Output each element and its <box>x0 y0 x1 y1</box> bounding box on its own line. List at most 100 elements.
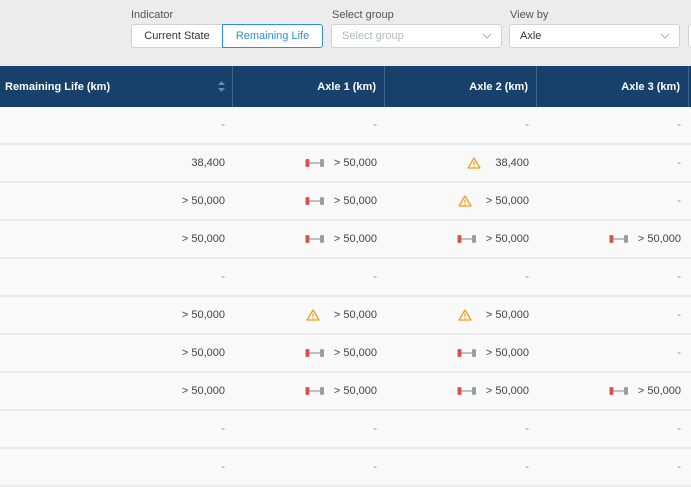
table-cell: - <box>537 335 689 371</box>
cell-value: > 50,000 <box>485 233 529 245</box>
table-cell: > 50,000 <box>0 183 233 219</box>
column-header-label: Axle 2 (km) <box>469 80 528 93</box>
table-cell: > 50,000 <box>0 297 233 333</box>
table-cell: - <box>233 449 385 485</box>
table-cell: > 50,000 <box>233 221 385 257</box>
cell-value: - <box>373 119 377 131</box>
table-row[interactable]: > 50,000 > 50,000 > 50,000 > 50,000 <box>0 221 691 259</box>
chevron-down-icon <box>660 33 670 39</box>
table-cell: 38,400 <box>385 145 537 181</box>
select-group-placeholder: Select group <box>342 30 404 42</box>
cell-value: > 50,000 <box>485 347 529 359</box>
table-row[interactable]: ---- <box>0 107 691 145</box>
table-row[interactable]: > 50,000 > 50,000 > 50,000 - <box>0 183 691 221</box>
column-header-axle-2[interactable]: Axle 2 (km) <box>385 66 537 107</box>
table-row[interactable]: 38,400 > 50,000 38,400 - <box>0 145 691 183</box>
table-cell: - <box>537 183 689 219</box>
cell-value: > 50,000 <box>181 385 225 397</box>
view-by-dropdown[interactable]: Axle <box>509 24 680 48</box>
tire-wear-icon <box>457 349 476 357</box>
table-cell: - <box>537 449 689 485</box>
table-cell: > 50,000 <box>385 221 537 257</box>
cell-value: - <box>525 423 529 435</box>
remaining-life-button[interactable]: Remaining Life <box>222 24 323 48</box>
table-cell: - <box>537 107 689 143</box>
table-cell: - <box>233 411 385 447</box>
cell-value: - <box>677 195 681 207</box>
indicator-toggle: Current State Remaining Life <box>131 24 323 48</box>
table-row[interactable]: ---- <box>0 259 691 297</box>
column-header-axle-3[interactable]: Axle 3 (km) <box>537 66 689 107</box>
column-header-axle-1[interactable]: Axle 1 (km) <box>233 66 385 107</box>
cell-value: > 50,000 <box>181 309 225 321</box>
cell-value: 38,400 <box>495 157 529 169</box>
table-cell: - <box>385 411 537 447</box>
column-header-remaining-life[interactable]: Remaining Life (km) <box>0 66 233 107</box>
sort-icon[interactable] <box>218 81 225 92</box>
cell-value: > 50,000 <box>485 195 529 207</box>
tire-wear-icon <box>305 235 324 243</box>
cell-value: 38,400 <box>191 157 225 169</box>
cell-value: - <box>221 461 225 473</box>
table-row[interactable]: > 50,000 > 50,000 > 50,000 - <box>0 335 691 373</box>
warning-icon <box>467 157 481 169</box>
table-cell: > 50,000 <box>385 297 537 333</box>
cell-value: - <box>373 271 377 283</box>
table-cell: > 50,000 <box>0 335 233 371</box>
cell-value: > 50,000 <box>637 385 681 397</box>
cell-value: - <box>525 271 529 283</box>
table-cell: > 50,000 <box>233 297 385 333</box>
table-cell: - <box>537 297 689 333</box>
table-header: Remaining Life (km) Axle 1 (km) Axle 2 (… <box>0 66 691 107</box>
cell-value: - <box>221 423 225 435</box>
column-header-label: Axle 3 (km) <box>621 80 680 93</box>
table-row[interactable]: ---- <box>0 449 691 487</box>
cell-value: - <box>221 119 225 131</box>
cell-value: > 50,000 <box>333 195 377 207</box>
cell-value: > 50,000 <box>485 385 529 397</box>
cell-value: > 50,000 <box>333 309 377 321</box>
select-group-dropdown[interactable]: Select group <box>331 24 502 48</box>
table-cell: > 50,000 <box>233 145 385 181</box>
table-row[interactable]: ---- <box>0 411 691 449</box>
table-cell: - <box>385 449 537 485</box>
cell-value: - <box>677 461 681 473</box>
warning-icon <box>306 309 320 321</box>
tire-wear-icon <box>305 387 324 395</box>
cell-value: - <box>677 347 681 359</box>
cell-value: - <box>221 271 225 283</box>
view-by-label: View by <box>510 9 549 21</box>
cell-value: > 50,000 <box>181 233 225 245</box>
cell-value: > 50,000 <box>333 385 377 397</box>
cell-value: > 50,000 <box>485 309 529 321</box>
select-group-label: Select group <box>332 9 394 21</box>
table-cell: 38,400 <box>0 145 233 181</box>
table-cell: > 50,000 <box>385 183 537 219</box>
warning-icon <box>458 309 472 321</box>
table-cell: > 50,000 <box>233 183 385 219</box>
cell-value: - <box>677 119 681 131</box>
cell-value: - <box>525 461 529 473</box>
table-cell: - <box>0 259 233 295</box>
table-cell: > 50,000 <box>0 221 233 257</box>
table-row[interactable]: > 50,000 > 50,000 > 50,000 > 50,000 <box>0 373 691 411</box>
cell-value: - <box>677 157 681 169</box>
cell-value: > 50,000 <box>333 233 377 245</box>
chevron-down-icon <box>482 33 492 39</box>
partial-control[interactable] <box>688 24 691 48</box>
table-cell: - <box>0 449 233 485</box>
tire-wear-icon <box>609 387 628 395</box>
tire-wear-icon <box>457 387 476 395</box>
current-state-button[interactable]: Current State <box>131 24 223 48</box>
table-row[interactable]: > 50,000 > 50,000 > 50,000 - <box>0 297 691 335</box>
tire-wear-icon <box>457 235 476 243</box>
cell-value: > 50,000 <box>333 157 377 169</box>
cell-value: > 50,000 <box>181 347 225 359</box>
table-cell: - <box>0 107 233 143</box>
cell-value: - <box>373 423 377 435</box>
table-cell: > 50,000 <box>233 373 385 409</box>
table-cell: - <box>0 411 233 447</box>
view-by-value: Axle <box>520 30 542 42</box>
cell-value: - <box>677 271 681 283</box>
table-cell: > 50,000 <box>0 373 233 409</box>
